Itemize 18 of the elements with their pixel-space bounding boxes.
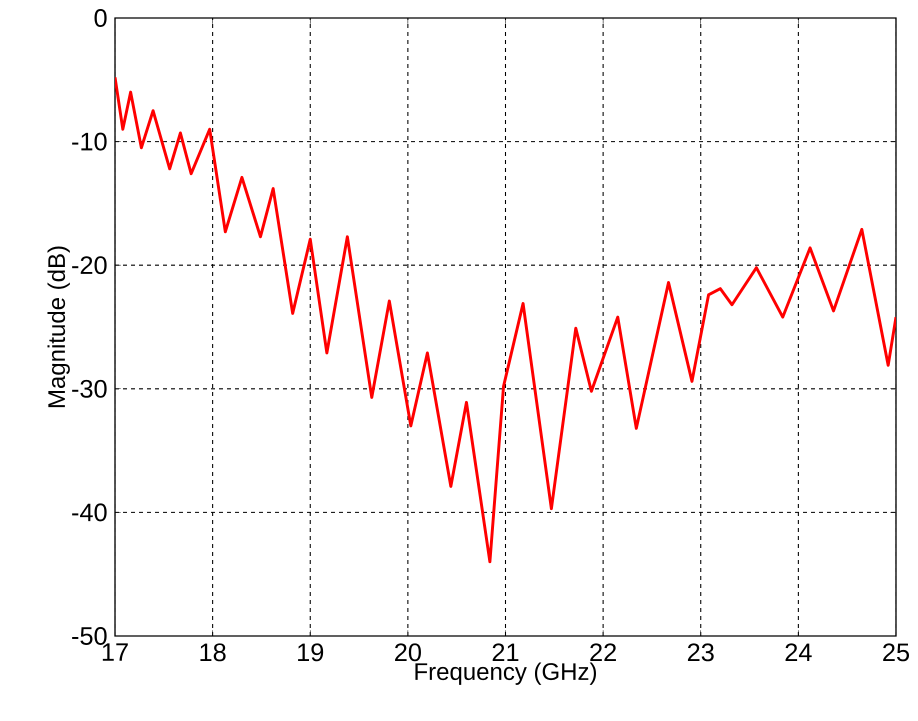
line-series [115,76,896,564]
x-tick-label: 18 [200,643,226,662]
y-tick-label: -40 [72,503,107,522]
x-axis-title: Frequency (GHz) [415,662,596,685]
y-axis-title: Magnitude (dB) [47,246,70,408]
x-tick-label: 23 [688,643,714,662]
y-tick-label: -20 [72,256,107,274]
x-tick-label: 25 [883,643,910,662]
y-tick-label: 0 [94,9,107,27]
x-tick-label: 22 [590,643,616,662]
x-tick-label: 19 [298,643,324,662]
y-tick-label: -50 [72,627,107,645]
x-tick-label: 24 [786,643,812,662]
y-tick-label: -30 [72,380,107,398]
x-tick-label: 20 [395,643,421,662]
x-tick-label: 17 [102,643,128,661]
x-tick-label: 21 [492,643,518,662]
y-tick-label: -10 [72,132,107,151]
